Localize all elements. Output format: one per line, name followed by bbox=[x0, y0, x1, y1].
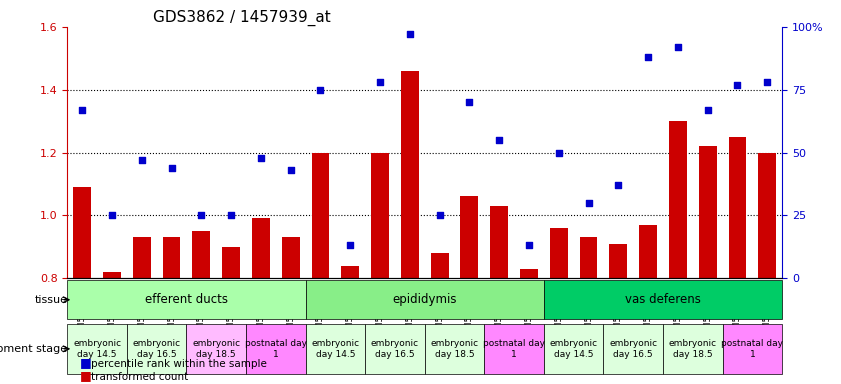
Point bbox=[760, 79, 774, 85]
Text: epididymis: epididymis bbox=[393, 293, 457, 306]
FancyBboxPatch shape bbox=[67, 324, 127, 374]
Point bbox=[522, 242, 536, 248]
Bar bbox=[490, 206, 508, 384]
Text: tissue: tissue bbox=[34, 295, 67, 305]
Text: embryonic
day 14.5: embryonic day 14.5 bbox=[73, 339, 121, 359]
Point bbox=[225, 212, 238, 218]
Bar bbox=[311, 152, 330, 384]
Bar bbox=[162, 237, 181, 384]
Point bbox=[105, 212, 119, 218]
Point bbox=[135, 157, 149, 163]
Point bbox=[671, 44, 685, 50]
Bar bbox=[639, 225, 657, 384]
Bar bbox=[341, 266, 359, 384]
Text: vas deferens: vas deferens bbox=[625, 293, 701, 306]
Text: postnatal day
1: postnatal day 1 bbox=[483, 339, 545, 359]
Point bbox=[611, 182, 625, 188]
Text: postnatal day
1: postnatal day 1 bbox=[245, 339, 307, 359]
FancyBboxPatch shape bbox=[365, 324, 425, 374]
FancyBboxPatch shape bbox=[722, 324, 782, 374]
Bar bbox=[520, 269, 538, 384]
FancyBboxPatch shape bbox=[127, 324, 187, 374]
Bar bbox=[103, 272, 121, 384]
FancyBboxPatch shape bbox=[246, 324, 305, 374]
Bar bbox=[759, 152, 776, 384]
Text: efferent ducts: efferent ducts bbox=[145, 293, 228, 306]
Point bbox=[373, 79, 387, 85]
Bar bbox=[579, 237, 597, 384]
FancyBboxPatch shape bbox=[544, 324, 603, 374]
Point bbox=[194, 212, 208, 218]
FancyBboxPatch shape bbox=[544, 280, 782, 319]
Text: embryonic
day 18.5: embryonic day 18.5 bbox=[431, 339, 479, 359]
Text: GDS3862 / 1457939_at: GDS3862 / 1457939_at bbox=[153, 9, 331, 25]
Bar bbox=[252, 218, 270, 384]
Point bbox=[433, 212, 447, 218]
Text: embryonic
day 14.5: embryonic day 14.5 bbox=[549, 339, 598, 359]
Text: embryonic
day 16.5: embryonic day 16.5 bbox=[609, 339, 658, 359]
Text: development stage: development stage bbox=[0, 344, 67, 354]
Bar bbox=[282, 237, 299, 384]
Point bbox=[76, 107, 89, 113]
Bar bbox=[73, 187, 91, 384]
Bar bbox=[133, 237, 151, 384]
Point bbox=[642, 54, 655, 60]
FancyBboxPatch shape bbox=[305, 324, 365, 374]
FancyBboxPatch shape bbox=[187, 324, 246, 374]
Bar bbox=[371, 152, 389, 384]
Bar bbox=[669, 121, 687, 384]
Text: postnatal day
1: postnatal day 1 bbox=[722, 339, 783, 359]
Text: embryonic
day 14.5: embryonic day 14.5 bbox=[311, 339, 359, 359]
Bar bbox=[699, 146, 717, 384]
FancyBboxPatch shape bbox=[425, 324, 484, 374]
Text: transformed count: transformed count bbox=[91, 372, 188, 382]
Bar bbox=[610, 243, 627, 384]
Bar bbox=[431, 253, 448, 384]
Bar bbox=[193, 231, 210, 384]
Text: embryonic
day 16.5: embryonic day 16.5 bbox=[371, 339, 419, 359]
Point bbox=[165, 164, 178, 170]
Text: embryonic
day 18.5: embryonic day 18.5 bbox=[192, 339, 241, 359]
FancyBboxPatch shape bbox=[603, 324, 663, 374]
Point bbox=[582, 200, 595, 206]
Text: ■: ■ bbox=[80, 356, 92, 369]
FancyBboxPatch shape bbox=[67, 280, 305, 319]
Text: embryonic
day 18.5: embryonic day 18.5 bbox=[669, 339, 717, 359]
Point bbox=[254, 154, 267, 161]
Point bbox=[284, 167, 298, 173]
FancyBboxPatch shape bbox=[484, 324, 544, 374]
Point bbox=[701, 107, 714, 113]
Bar bbox=[222, 247, 240, 384]
Point bbox=[343, 242, 357, 248]
FancyBboxPatch shape bbox=[663, 324, 722, 374]
FancyBboxPatch shape bbox=[305, 280, 544, 319]
Point bbox=[403, 31, 416, 38]
Point bbox=[493, 137, 506, 143]
Bar bbox=[401, 71, 419, 384]
Bar bbox=[728, 137, 746, 384]
Text: ■: ■ bbox=[80, 369, 92, 382]
Point bbox=[463, 99, 476, 105]
Point bbox=[731, 82, 744, 88]
Point bbox=[552, 149, 565, 156]
Point bbox=[314, 87, 327, 93]
Bar bbox=[550, 228, 568, 384]
Text: embryonic
day 16.5: embryonic day 16.5 bbox=[133, 339, 181, 359]
Bar bbox=[461, 197, 479, 384]
Text: percentile rank within the sample: percentile rank within the sample bbox=[91, 359, 267, 369]
